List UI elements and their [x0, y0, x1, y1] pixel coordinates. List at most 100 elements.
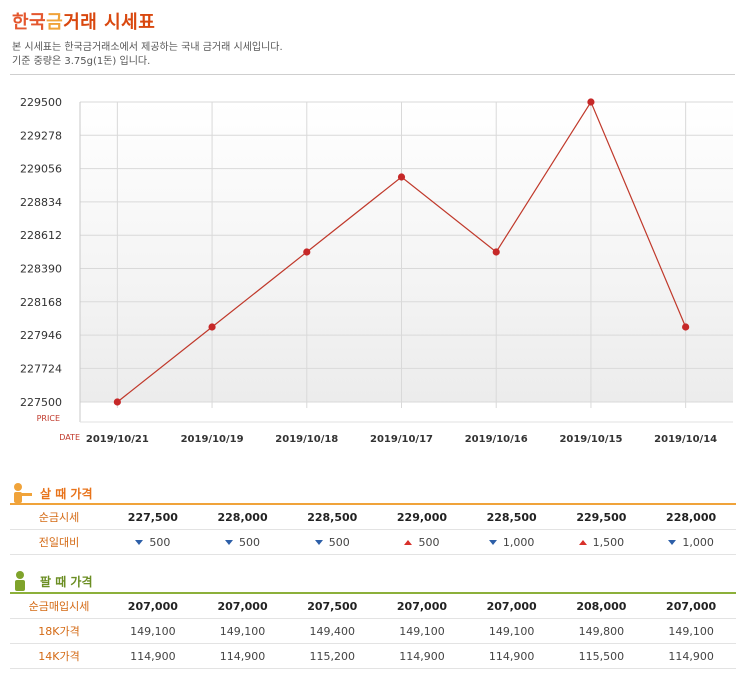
- table-cell: 149,100: [108, 618, 198, 644]
- table-cell: 500: [287, 529, 378, 555]
- header-divider: [10, 74, 735, 75]
- row-label: 순금시세: [10, 505, 108, 530]
- row-label: 18K가격: [10, 618, 108, 644]
- table-cell: 207,000: [377, 594, 467, 619]
- table-cell: 1,000: [646, 529, 736, 555]
- table-row: 18K가격 149,100 149,100 149,400 149,100 149,100…: [10, 618, 736, 644]
- table-row: 14K가격 114,900 114,900 115,200 114,900 114,900…: [10, 643, 736, 669]
- person-buy-icon: [14, 483, 32, 503]
- x-tick-label: 2019/10/19: [181, 434, 244, 445]
- buy-price-table: 순금시세 227,500 228,000 228,500 229,000 228,500 2…: [10, 505, 736, 555]
- title-part3: 거래 시세표: [63, 12, 156, 33]
- table-cell: 500: [197, 529, 288, 555]
- table-cell: 149,400: [287, 618, 378, 644]
- y-tick-label: 229278: [20, 129, 62, 142]
- table-row: 전일대비 500 500 500 500 1,000 1,500 1,000: [10, 529, 736, 555]
- table-cell: 114,900: [377, 643, 467, 669]
- y-tick-label: 229500: [20, 96, 62, 109]
- table-cell: 207,000: [646, 594, 736, 619]
- table-cell: 149,100: [377, 618, 467, 644]
- x-axis-label: DATE: [59, 433, 80, 442]
- x-tick-label: 2019/10/16: [465, 434, 528, 445]
- price-line-chart: 229500 229278 229056 228834 228612 228390 2281…: [20, 96, 733, 445]
- y-tick-label: 228612: [20, 229, 62, 242]
- y-tick-label: 228834: [20, 196, 62, 209]
- price-data-point: [492, 248, 500, 256]
- table-cell: 500: [108, 529, 198, 555]
- description-line1: 본 시세표는 한국금거래소에서 제공하는 국내 금거래 시세입니다.: [12, 42, 283, 53]
- price-data-point: [682, 323, 690, 331]
- table-cell: 114,900: [108, 643, 198, 669]
- price-data-point: [113, 398, 121, 406]
- price-data-point: [303, 248, 311, 256]
- description-line2: 기준 중량은 3.75g(1돈) 입니다.: [12, 56, 151, 67]
- row-label: 14K가격: [10, 643, 108, 669]
- table-cell: 208,000: [556, 594, 647, 619]
- table-cell: 228,500: [466, 505, 557, 530]
- change-value: 500: [328, 535, 350, 549]
- table-cell: 115,500: [556, 643, 647, 669]
- change-value: 1,000: [682, 535, 714, 549]
- change-value: 500: [239, 535, 261, 549]
- sell-section-header: 팔 때 가격: [12, 570, 93, 592]
- arrow-down-icon: [488, 540, 497, 545]
- y-tick-label: 229056: [20, 163, 62, 176]
- y-tick-label: 227500: [20, 396, 62, 409]
- buy-section-title: 살 때 가격: [40, 486, 93, 501]
- table-cell: 228,000: [197, 505, 288, 530]
- row-label: 전일대비: [10, 529, 108, 555]
- table-cell: 1,000: [466, 529, 557, 555]
- change-value: 1,000: [502, 535, 535, 549]
- plot-background: [80, 102, 733, 402]
- table-cell: 149,100: [646, 618, 736, 644]
- x-tick-label: 2019/10/14: [654, 434, 717, 445]
- table-cell: 149,100: [466, 618, 557, 644]
- buy-section-header: 살 때 가격: [12, 482, 93, 504]
- table-cell: 207,000: [197, 594, 288, 619]
- arrow-down-icon: [225, 540, 234, 545]
- sell-price-table: 순금매입시세 207,000 207,000 207,500 207,000 207,00…: [10, 594, 736, 669]
- page-title: 한국금거래 시세표: [12, 8, 155, 34]
- table-cell: 229,000: [377, 505, 467, 530]
- x-tick-label: 2019/10/17: [370, 434, 433, 445]
- table-cell: 207,500: [287, 594, 378, 619]
- table-cell: 228,500: [287, 505, 378, 530]
- sell-table-topline: [10, 592, 736, 594]
- x-tick-label: 2019/10/18: [275, 434, 338, 445]
- table-cell: 500: [377, 529, 467, 555]
- y-axis-label: PRICE: [37, 414, 60, 423]
- table-cell: 229,500: [556, 505, 647, 530]
- price-data-point: [397, 173, 406, 181]
- change-value: 1,500: [592, 535, 625, 549]
- arrow-up-icon: [404, 540, 413, 545]
- title-part1: 한국: [12, 12, 47, 33]
- title-part2: 금: [46, 12, 64, 33]
- table-cell: 114,900: [466, 643, 557, 669]
- price-data-point: [587, 98, 595, 106]
- x-tick-label: 2019/10/21: [86, 434, 149, 445]
- table-cell: 149,800: [556, 618, 647, 644]
- y-tick-label: 227724: [20, 362, 62, 375]
- change-value: 500: [418, 535, 440, 549]
- buy-table-topline: [10, 503, 736, 505]
- y-tick-label: 228390: [20, 263, 62, 276]
- y-tick-label: 228168: [20, 296, 62, 309]
- table-cell: 114,900: [197, 643, 288, 669]
- table-cell: 114,900: [646, 643, 736, 669]
- person-sell-icon: [15, 571, 25, 591]
- row-label: 순금매입시세: [10, 594, 108, 619]
- table-cell: 1,500: [556, 529, 647, 555]
- table-cell: 115,200: [287, 643, 378, 669]
- change-value: 500: [149, 535, 171, 549]
- table-cell: 149,100: [197, 618, 288, 644]
- price-data-point: [208, 323, 216, 331]
- y-tick-label: 227946: [20, 329, 62, 342]
- arrow-down-icon: [314, 540, 323, 545]
- arrow-up-icon: [578, 540, 587, 545]
- table-cell: 227,500: [108, 505, 198, 530]
- table-cell: 207,000: [108, 594, 198, 619]
- x-tick-label: 2019/10/15: [559, 434, 622, 445]
- sell-section-title: 팔 때 가격: [40, 574, 93, 589]
- table-row: 순금매입시세 207,000 207,000 207,500 207,000 207,00…: [10, 594, 736, 619]
- table-cell: 207,000: [466, 594, 557, 619]
